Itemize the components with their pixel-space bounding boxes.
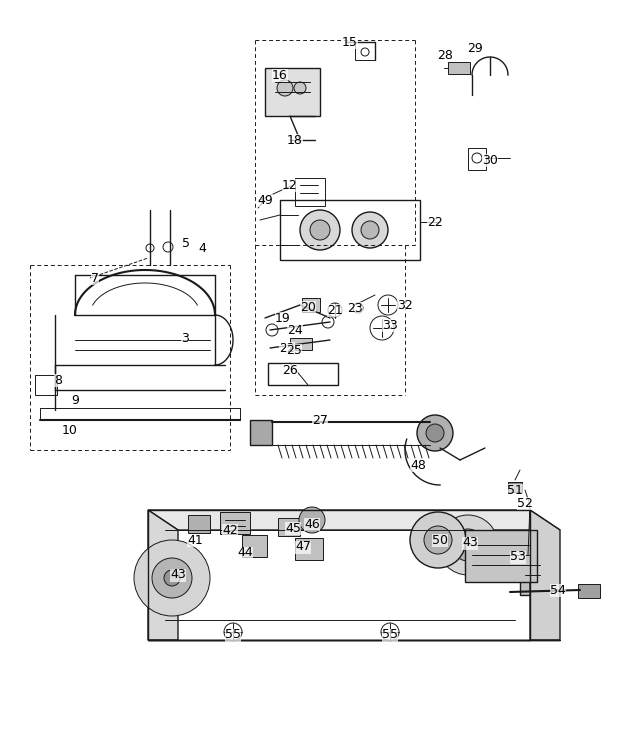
Text: 45: 45 xyxy=(285,521,301,535)
Text: 22: 22 xyxy=(427,215,443,228)
Text: 9: 9 xyxy=(71,393,79,406)
Text: 28: 28 xyxy=(437,49,453,61)
Bar xyxy=(295,538,323,560)
Text: 46: 46 xyxy=(304,518,320,530)
Bar xyxy=(468,148,486,170)
Text: 30: 30 xyxy=(482,153,498,167)
Circle shape xyxy=(134,540,210,616)
Text: 22: 22 xyxy=(279,342,295,355)
Circle shape xyxy=(410,512,466,568)
Text: 54: 54 xyxy=(550,583,566,596)
Text: 50: 50 xyxy=(432,533,448,547)
Bar xyxy=(220,512,250,534)
Bar xyxy=(465,530,537,582)
Text: 19: 19 xyxy=(275,311,291,325)
Circle shape xyxy=(310,220,330,240)
Bar xyxy=(250,420,272,445)
Text: 52: 52 xyxy=(517,497,533,509)
Text: 8: 8 xyxy=(54,373,62,387)
Polygon shape xyxy=(148,510,560,530)
Circle shape xyxy=(424,526,452,554)
Text: 42: 42 xyxy=(222,524,238,536)
Bar xyxy=(188,515,210,533)
Text: 27: 27 xyxy=(312,414,328,426)
Circle shape xyxy=(462,539,474,551)
Polygon shape xyxy=(530,510,560,640)
Text: 15: 15 xyxy=(342,35,358,49)
Circle shape xyxy=(299,507,325,533)
Circle shape xyxy=(361,221,379,239)
Circle shape xyxy=(352,212,388,248)
Circle shape xyxy=(417,415,453,451)
Bar xyxy=(35,375,57,395)
Circle shape xyxy=(300,210,340,250)
Bar xyxy=(355,42,375,60)
Bar xyxy=(268,363,338,385)
Bar xyxy=(280,200,420,260)
Text: 4: 4 xyxy=(198,242,206,254)
Text: 23: 23 xyxy=(347,301,363,314)
Text: 53: 53 xyxy=(510,551,526,563)
Polygon shape xyxy=(148,510,178,640)
Text: 55: 55 xyxy=(382,628,398,642)
Text: 26: 26 xyxy=(282,364,298,376)
Text: 20: 20 xyxy=(300,301,316,313)
Text: 21: 21 xyxy=(327,304,343,316)
Circle shape xyxy=(438,515,498,575)
Text: 55: 55 xyxy=(225,628,241,642)
Text: 10: 10 xyxy=(62,423,78,437)
Text: 49: 49 xyxy=(257,194,273,206)
Text: 18: 18 xyxy=(287,133,303,147)
Text: 43: 43 xyxy=(170,568,186,581)
Text: 5: 5 xyxy=(182,236,190,250)
Text: 44: 44 xyxy=(237,547,253,560)
Text: 51: 51 xyxy=(507,483,523,497)
Bar xyxy=(278,518,300,536)
Text: 25: 25 xyxy=(286,343,302,357)
Bar xyxy=(578,584,600,598)
Bar xyxy=(290,338,312,350)
Circle shape xyxy=(164,570,180,586)
Circle shape xyxy=(452,529,484,561)
Bar xyxy=(448,62,470,74)
Text: 41: 41 xyxy=(187,533,203,547)
Text: 48: 48 xyxy=(410,459,426,471)
Text: 12: 12 xyxy=(282,179,298,191)
Text: 43: 43 xyxy=(462,536,478,550)
Circle shape xyxy=(294,82,306,94)
Text: 16: 16 xyxy=(272,69,288,82)
Bar xyxy=(265,68,320,116)
Bar xyxy=(242,535,267,557)
Text: 32: 32 xyxy=(397,298,413,311)
Bar xyxy=(295,178,325,206)
Bar xyxy=(508,482,522,492)
Bar xyxy=(520,555,545,595)
Text: 29: 29 xyxy=(467,41,483,55)
Circle shape xyxy=(426,424,444,442)
Text: 47: 47 xyxy=(295,541,311,554)
Bar xyxy=(302,298,320,312)
Text: 3: 3 xyxy=(181,331,189,345)
Text: 24: 24 xyxy=(287,323,303,337)
Circle shape xyxy=(277,80,293,96)
Text: 33: 33 xyxy=(382,319,398,331)
Text: 7: 7 xyxy=(91,272,99,284)
Circle shape xyxy=(152,558,192,598)
